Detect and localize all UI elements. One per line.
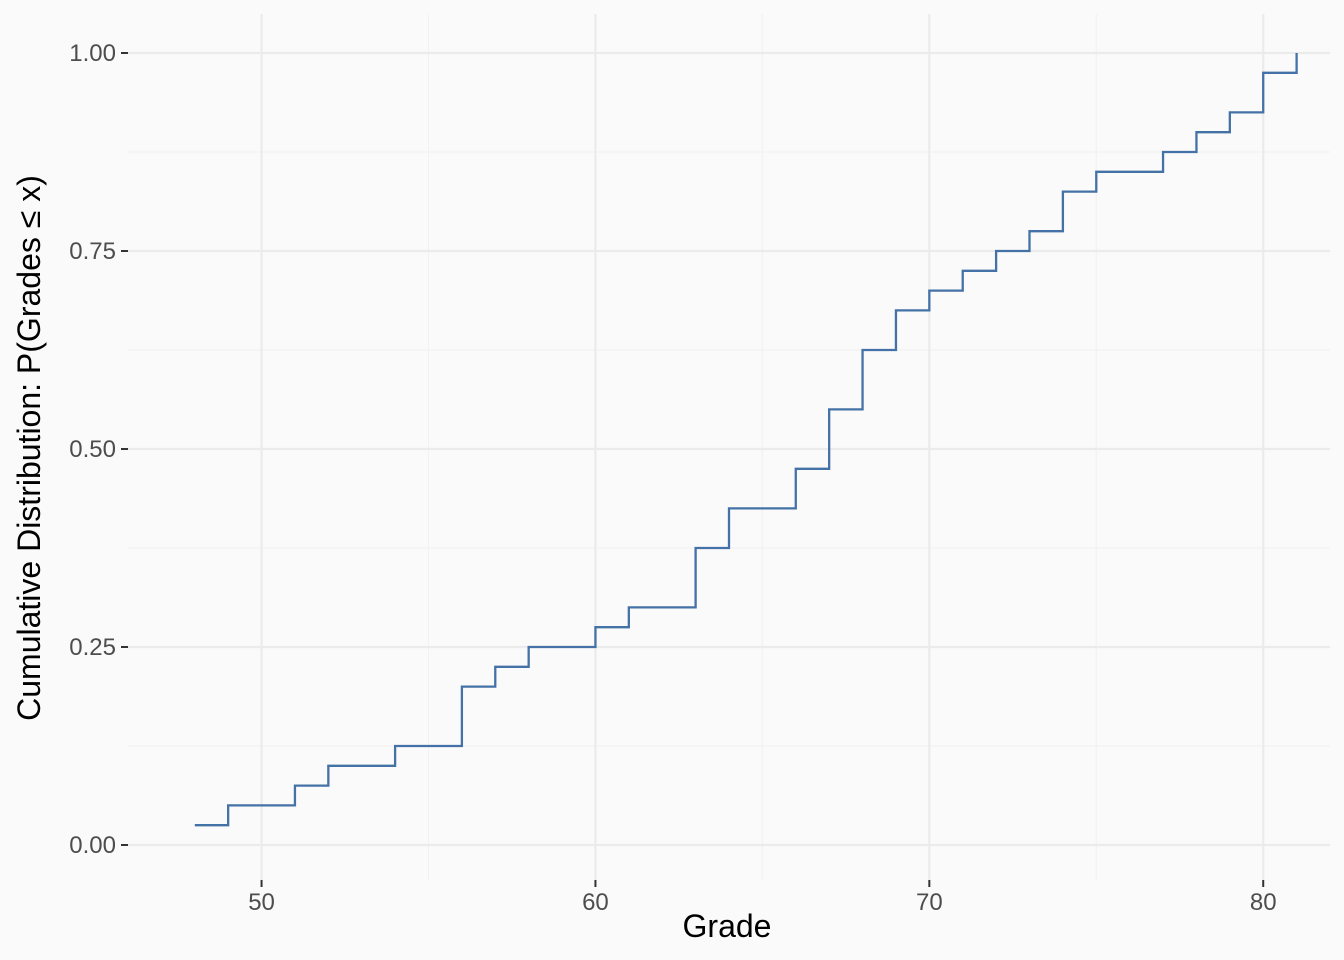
cdf-step-line [194, 53, 1298, 827]
x-tick-label: 80 [1250, 889, 1277, 916]
y-axis: 0.00 0.25 0.50 0.75 1.00 [69, 40, 128, 859]
x-axis-title: Grade [683, 908, 772, 944]
series-layer [194, 53, 1298, 827]
y-axis-title: Cumulative Distribution: P(Grades ≤ x) [11, 175, 47, 721]
x-axis: 50 60 70 80 [248, 880, 1277, 916]
x-tick-label: 50 [248, 889, 275, 916]
x-tick-label: 70 [916, 889, 943, 916]
x-tick-label: 60 [582, 889, 609, 916]
y-tick-label: 0.00 [69, 832, 116, 859]
y-tick-label: 0.50 [69, 436, 116, 463]
y-tick-label: 0.25 [69, 634, 116, 661]
y-tick-label: 1.00 [69, 40, 116, 67]
y-tick-label: 0.75 [69, 238, 116, 265]
